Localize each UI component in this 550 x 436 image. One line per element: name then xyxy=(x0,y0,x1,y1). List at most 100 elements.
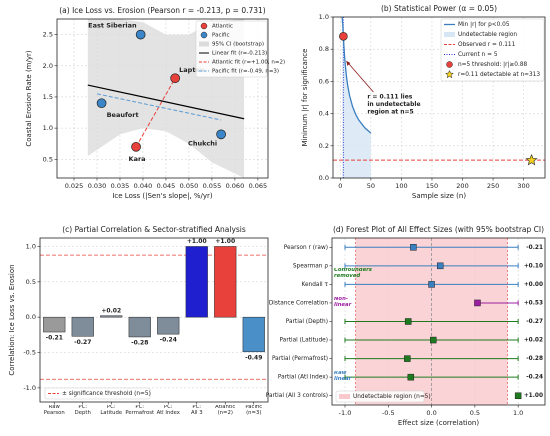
value-label: +0.53 xyxy=(524,300,543,306)
fit-line xyxy=(96,93,222,121)
bar xyxy=(242,316,265,353)
value-label: +0.00 xyxy=(524,282,543,288)
legend-marker xyxy=(200,22,208,30)
y-tick-label: Distance Correlation xyxy=(269,300,328,306)
x-tick-label: 0.0 xyxy=(426,409,436,417)
side-note: Confounders removed xyxy=(334,267,372,279)
side-note-box: Raw linear xyxy=(334,371,352,382)
bar xyxy=(100,315,123,318)
effect-marker xyxy=(404,355,411,362)
x-tick-label: 0.045 xyxy=(157,182,176,190)
panel-title: (a) Ice Loss vs. Erosion (Pearson r = -0… xyxy=(59,6,266,15)
x-tick-label: 0.050 xyxy=(180,182,199,190)
x-axis-label: Effect size (correlation) xyxy=(398,419,479,427)
effect-marker xyxy=(474,299,481,307)
value-label: -0.28 xyxy=(526,356,543,362)
annotation-arrowhead xyxy=(346,61,351,66)
y-tick-label: 1.0 xyxy=(43,124,53,132)
value-label: +1.00 xyxy=(187,238,207,245)
y-tick-label: Partial (Atl Index) xyxy=(278,375,328,381)
annotation-arrow xyxy=(346,60,374,93)
x-tick-label: -0.5 xyxy=(382,409,395,417)
y-tick-label: 1.0 xyxy=(319,13,329,21)
y-tick-label: 0.8 xyxy=(319,45,329,53)
legend-label: r=0.11 detectable at n≈313 xyxy=(458,72,540,78)
x-tick-label-box: PC: Atl Index xyxy=(157,405,180,416)
y-tick-label: Partial (Latitude) xyxy=(280,338,328,344)
x-tick-label: 100 xyxy=(395,182,407,190)
value-label: -0.49 xyxy=(245,354,262,361)
side-note: Non- linear xyxy=(334,296,352,308)
bar xyxy=(128,316,151,338)
y-tick-label: Partial (Depth) xyxy=(286,319,328,325)
side-note-box: Confounders removed xyxy=(334,267,372,279)
legend-swatch xyxy=(444,32,455,37)
x-tick-label: 0.040 xyxy=(134,182,153,190)
x-tick-label: 50 xyxy=(367,182,375,190)
x-axis-label: Ice Loss (|Sen's slope|, %/yr) xyxy=(112,192,213,200)
effect-marker xyxy=(514,392,522,399)
value-label: +1.00 xyxy=(524,393,543,399)
y-axis-label: Minimum |r| for significance xyxy=(301,49,309,147)
value-label: -0.21 xyxy=(526,245,543,251)
annotation: region at n=5 xyxy=(367,109,413,116)
x-tick-label: 0.5 xyxy=(470,409,480,417)
fit-line xyxy=(87,84,245,120)
x-tick-label: 0.025 xyxy=(65,182,84,190)
bar xyxy=(214,246,237,318)
legend-label: Pacific fit (r=-0.49, n=3) xyxy=(212,69,279,75)
x-tick-label: PC: Depth xyxy=(74,405,91,416)
x-tick-label-box: PC: Depth xyxy=(74,405,91,416)
x-tick-label-box: Atlantic (n=2) xyxy=(215,405,235,416)
x-tick-label: 0 xyxy=(338,182,342,190)
legend-marker xyxy=(200,31,208,39)
point xyxy=(131,141,141,152)
point-label: East Siberian xyxy=(88,22,137,30)
star-point xyxy=(525,154,538,166)
x-tick-label: 250 xyxy=(487,182,499,190)
x-tick-label: 200 xyxy=(456,182,468,190)
x-tick-label: 0.060 xyxy=(226,182,245,190)
value-label: +0.02 xyxy=(524,338,543,344)
y-tick-label: Spearman ρ xyxy=(293,263,328,269)
point-label: Laptev xyxy=(179,66,205,74)
legend-label: Current n = 5 xyxy=(458,52,498,58)
plot-frame xyxy=(56,18,269,179)
y-tick-label: -1.0 xyxy=(23,384,36,392)
value-label: +0.02 xyxy=(101,307,121,314)
annotation: in undetectable xyxy=(367,101,420,108)
side-note: Raw linear xyxy=(334,371,352,382)
legend-label: Undetectable region xyxy=(458,32,517,38)
x-tick-label: 0.035 xyxy=(111,182,130,190)
y-tick-label: Partial (All 3 controls) xyxy=(266,393,328,399)
plot-frame xyxy=(331,237,546,406)
x-tick-label-box: PC: All 3 xyxy=(191,405,203,416)
point-label: Chukchi xyxy=(188,139,217,147)
y-tick-label: 0.0 xyxy=(319,174,329,182)
legend-box xyxy=(44,387,151,400)
value-label: +0.10 xyxy=(524,263,543,269)
legend-label: Linear fit (r=-0.213) xyxy=(212,51,267,57)
point xyxy=(135,29,146,40)
point-label: Kara xyxy=(129,155,146,163)
legend-label: 95% CI (bootstrap) xyxy=(212,42,264,48)
annotation: r = 0.111 lies xyxy=(367,94,412,101)
undetectable-region xyxy=(342,17,371,178)
plot-frame xyxy=(332,16,546,179)
y-tick-label: 2.0 xyxy=(43,62,53,70)
panel-title: (d) Forest Plot of All Effect Sizes (wit… xyxy=(333,225,544,234)
legend-swatch xyxy=(339,394,350,399)
y-tick-label: -0.5 xyxy=(23,349,36,357)
y-tick-label: 0.6 xyxy=(319,77,329,85)
legend-label: Observed r = 0.111 xyxy=(458,42,516,48)
y-tick-label: 0.2 xyxy=(319,142,329,150)
x-tick-label: 1.0 xyxy=(513,409,523,417)
legend-label: Atlantic xyxy=(212,24,233,30)
y-tick-label: Partial (Permafrost) xyxy=(272,356,328,362)
side-note-box: Non- linear xyxy=(334,296,352,308)
panel-title: (b) Statistical Power (α = 0.05) xyxy=(381,4,497,13)
value-label: -0.21 xyxy=(46,335,63,342)
x-tick-label-box: PC: Permafrost xyxy=(125,405,154,416)
point xyxy=(96,98,107,109)
